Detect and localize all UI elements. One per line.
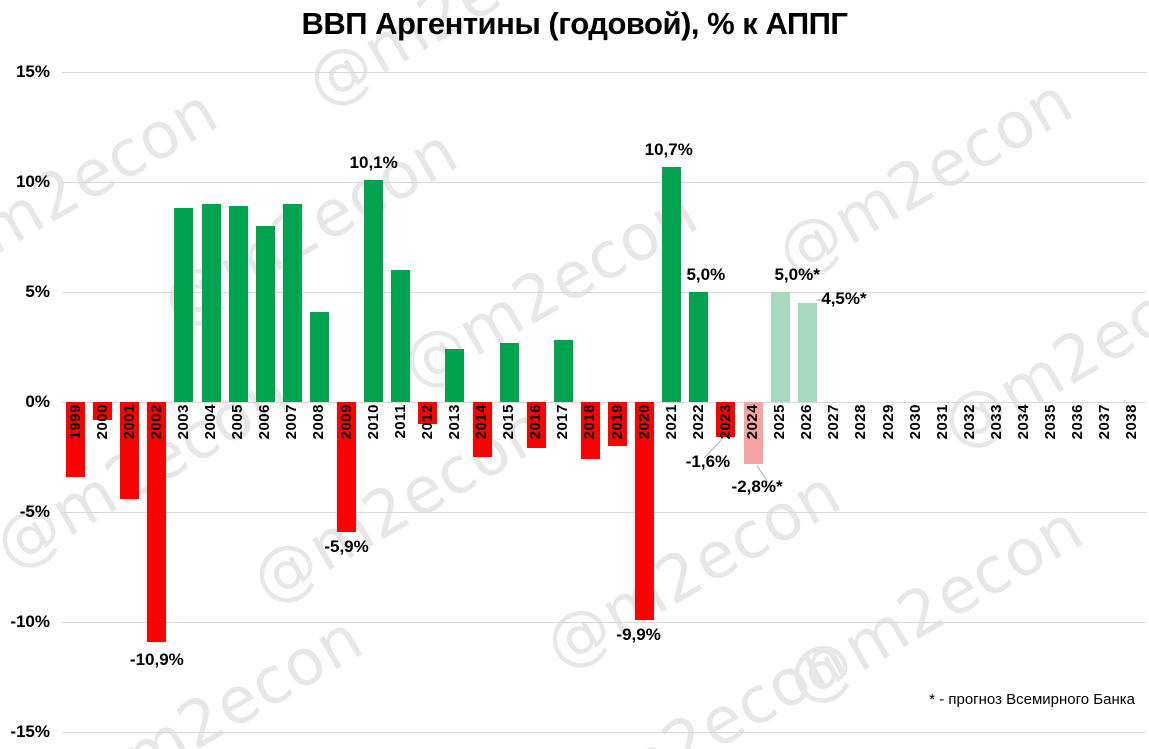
x-axis-year-label: 2010 — [364, 404, 382, 440]
x-axis-year-label: 2035 — [1042, 404, 1060, 440]
x-axis-year-label: 2023 — [716, 404, 734, 440]
bar-2020 — [635, 402, 655, 620]
x-axis-year-label: 1999 — [66, 404, 84, 440]
x-axis-year-label: 2027 — [825, 404, 843, 440]
x-axis-year-label: 2018 — [581, 404, 599, 440]
x-axis-year-label: 2016 — [527, 404, 545, 440]
bar-2016 — [526, 402, 546, 449]
bar-2002 — [147, 402, 167, 642]
bar-2019 — [608, 402, 628, 446]
y-axis-tick-label: 10% — [15, 172, 50, 191]
bar-2026-forecast — [797, 303, 817, 402]
x-axis-year-label: 2030 — [906, 404, 924, 440]
x-axis-year-label: 2015 — [500, 404, 518, 440]
x-axis-year-label: 2003 — [174, 404, 192, 440]
bar-2007 — [282, 204, 302, 402]
y-axis-tick-label: 0% — [25, 392, 50, 411]
bar-2008 — [309, 311, 329, 402]
y-axis-tick-label: -5% — [19, 502, 50, 521]
bar-2014 — [472, 402, 492, 457]
gridline — [62, 292, 1146, 293]
y-axis-tick-label: -10% — [10, 612, 50, 631]
x-axis-year-label: 2004 — [202, 404, 220, 440]
x-axis-year-label: 2002 — [147, 404, 165, 440]
gridline — [62, 512, 1146, 513]
bar-2025-forecast — [770, 292, 790, 402]
bar-1999 — [66, 402, 86, 477]
x-axis-year-label: 2009 — [337, 404, 355, 440]
x-axis-year-label: 2026 — [798, 404, 816, 440]
x-axis-year-label: 2024 — [744, 404, 762, 440]
gridline — [62, 732, 1146, 733]
x-axis-year-label: 2001 — [120, 404, 138, 440]
bar-2001 — [120, 402, 140, 499]
x-axis-year-label: 2007 — [283, 404, 301, 440]
value-label-2021: 10,7% — [644, 139, 693, 159]
x-axis-year-label: 2038 — [1123, 404, 1141, 440]
bar-2004 — [201, 204, 221, 402]
value-label-2022: 5,0% — [686, 265, 726, 284]
x-axis-year-label: 2025 — [771, 404, 789, 440]
x-axis-year-label: 2005 — [229, 404, 247, 440]
value-label-2024: -2,8%* — [731, 476, 783, 496]
bar-2018 — [580, 402, 600, 460]
x-axis-year-label: 2006 — [256, 404, 274, 440]
bar-2010 — [364, 179, 384, 402]
value-label-2010: 10,1% — [349, 152, 398, 172]
bar-2000 — [93, 402, 113, 420]
bar-2017 — [553, 340, 573, 402]
bar-2021 — [662, 166, 682, 402]
bar-2005 — [228, 206, 248, 402]
x-axis-year-label: 2033 — [987, 404, 1005, 440]
x-axis-year-label: 2014 — [473, 404, 491, 440]
x-axis-year-label: 2008 — [310, 404, 328, 440]
y-axis-tick-label: 5% — [25, 282, 50, 301]
x-axis-year-label: 2019 — [608, 404, 626, 440]
chart-title: ВВП Аргентины (годовой), % к АППГ — [301, 6, 849, 41]
x-axis-year-label: 2036 — [1069, 404, 1087, 440]
bar-2012 — [418, 402, 438, 424]
bar-2015 — [499, 342, 519, 402]
x-axis-year-label: 2000 — [93, 404, 111, 440]
x-axis-year-label: 2022 — [689, 404, 707, 440]
x-axis-year-label: 2029 — [879, 404, 897, 440]
bar-2023 — [716, 402, 736, 438]
y-axis: 15% 10% 5% 0% -5% -10% -15% — [0, 0, 52, 749]
gridline — [62, 182, 1146, 183]
x-axis-year-label: 2021 — [662, 404, 680, 440]
bar-2006 — [255, 226, 275, 402]
x-axis-year-label: 2020 — [635, 404, 653, 440]
gridline — [62, 72, 1146, 73]
gridline — [62, 402, 1146, 403]
value-label-2025: 5,0%* — [774, 265, 820, 284]
value-label-2023: -1,6% — [685, 452, 731, 472]
bar-2024-forecast — [743, 402, 763, 464]
y-axis-tick-label: 15% — [15, 62, 50, 81]
x-axis-year-label: 2034 — [1015, 404, 1033, 440]
value-label-2009: -5,9% — [324, 536, 369, 556]
value-label-2020: -9,9% — [616, 624, 661, 644]
bar-2022 — [689, 292, 709, 402]
value-label-2002: -10,9% — [129, 649, 184, 669]
plot-area: 1999 2000 2001 2002 -10,9% 2003 2004 2005 2006 20… — [62, 72, 1146, 733]
value-label-2026: 4,5%* — [821, 289, 867, 308]
x-axis-year-label: 2028 — [852, 404, 870, 440]
bar-2009 — [337, 402, 357, 532]
x-axis-year-label: 2031 — [933, 404, 951, 440]
y-axis-tick-label: -15% — [10, 722, 50, 741]
bar-2003 — [174, 208, 194, 402]
x-axis-year-label: 2037 — [1096, 404, 1114, 440]
x-axis-year-label: 2011 — [391, 404, 409, 439]
x-axis-year-label: 2032 — [960, 404, 978, 440]
x-axis-year-label: 2012 — [418, 404, 436, 440]
x-axis-year-label: 2013 — [445, 404, 463, 440]
bar-2013 — [445, 349, 465, 402]
bar-2011 — [391, 270, 411, 402]
x-axis-year-label: 2017 — [554, 404, 572, 440]
gridline — [62, 622, 1146, 623]
chart-footnote: * - прогноз Всемирного Банка — [929, 691, 1135, 708]
